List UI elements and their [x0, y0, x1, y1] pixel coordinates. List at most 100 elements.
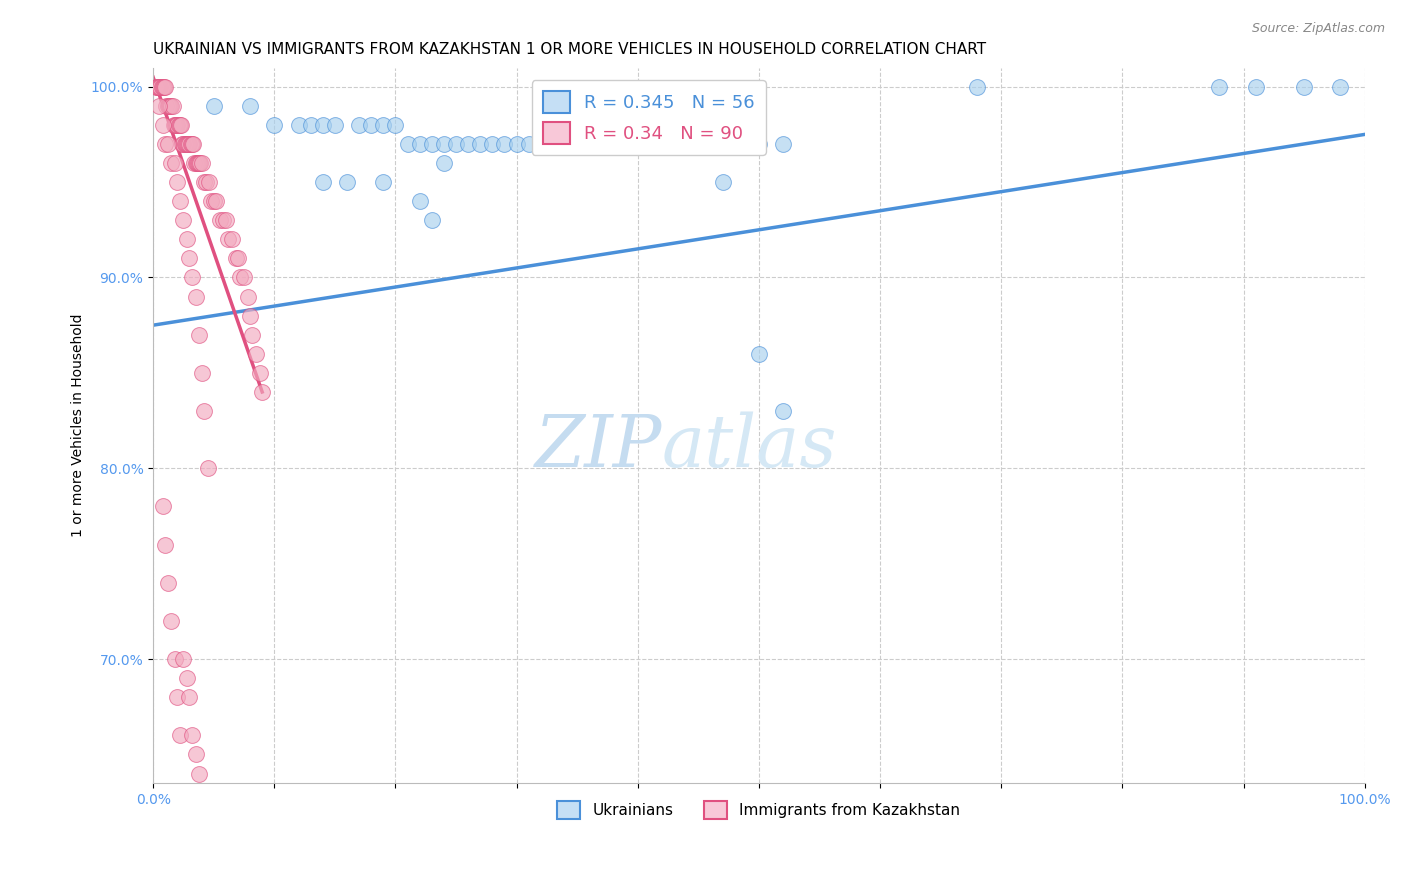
Point	[146, 79, 169, 94]
Point	[1294, 79, 1316, 94]
Point	[287, 118, 309, 132]
Point	[156, 575, 179, 590]
Point	[1329, 79, 1351, 94]
Point	[239, 309, 262, 323]
Point	[159, 99, 181, 113]
Point	[711, 175, 734, 189]
Point	[198, 175, 221, 189]
Point	[748, 347, 770, 361]
Point	[1244, 79, 1267, 94]
Point	[748, 136, 770, 151]
Point	[202, 99, 225, 113]
Point	[699, 136, 721, 151]
Point	[420, 213, 443, 227]
Point	[197, 461, 219, 475]
Point	[148, 79, 170, 94]
Point	[420, 136, 443, 151]
Text: ZIP: ZIP	[534, 411, 662, 482]
Point	[772, 136, 794, 151]
Point	[163, 118, 186, 132]
Point	[173, 136, 195, 151]
Legend: Ukrainians, Immigrants from Kazakhstan: Ukrainians, Immigrants from Kazakhstan	[551, 795, 966, 825]
Point	[688, 136, 710, 151]
Point	[236, 289, 259, 303]
Point	[966, 79, 988, 94]
Point	[263, 118, 285, 132]
Point	[638, 136, 661, 151]
Point	[172, 136, 194, 151]
Point	[179, 136, 201, 151]
Point	[193, 404, 215, 418]
Point	[157, 99, 180, 113]
Point	[155, 136, 177, 151]
Point	[225, 252, 247, 266]
Point	[554, 136, 576, 151]
Point	[166, 118, 188, 132]
Point	[591, 136, 613, 151]
Point	[614, 136, 637, 151]
Point	[312, 118, 335, 132]
Point	[172, 652, 194, 666]
Point	[166, 690, 188, 705]
Point	[179, 690, 201, 705]
Point	[169, 194, 191, 209]
Point	[145, 79, 167, 94]
Point	[627, 136, 650, 151]
Point	[433, 156, 456, 170]
Point	[229, 270, 252, 285]
Point	[221, 232, 243, 246]
Point	[183, 156, 205, 170]
Point	[735, 136, 758, 151]
Point	[177, 136, 200, 151]
Point	[163, 118, 186, 132]
Point	[233, 270, 256, 285]
Point	[494, 136, 516, 151]
Point	[651, 136, 673, 151]
Point	[578, 136, 600, 151]
Point	[396, 136, 419, 151]
Point	[155, 79, 177, 94]
Point	[188, 766, 211, 780]
Point	[457, 136, 479, 151]
Point	[217, 232, 239, 246]
Point	[200, 194, 222, 209]
Point	[187, 156, 209, 170]
Point	[156, 99, 179, 113]
Point	[505, 136, 527, 151]
Text: UKRAINIAN VS IMMIGRANTS FROM KAZAKHSTAN 1 OR MORE VEHICLES IN HOUSEHOLD CORRELAT: UKRAINIAN VS IMMIGRANTS FROM KAZAKHSTAN …	[153, 42, 986, 57]
Point	[174, 136, 197, 151]
Point	[347, 118, 370, 132]
Text: Source: ZipAtlas.com: Source: ZipAtlas.com	[1251, 22, 1385, 36]
Point	[190, 156, 212, 170]
Point	[205, 194, 228, 209]
Point	[312, 175, 335, 189]
Point	[567, 136, 589, 151]
Point	[245, 347, 267, 361]
Point	[163, 652, 186, 666]
Point	[249, 366, 271, 380]
Point	[250, 384, 273, 399]
Point	[541, 136, 564, 151]
Point	[433, 136, 456, 151]
Point	[239, 99, 262, 113]
Point	[1208, 79, 1230, 94]
Point	[153, 79, 176, 94]
Point	[152, 500, 174, 514]
Point	[215, 213, 238, 227]
Point	[202, 194, 225, 209]
Point	[169, 118, 191, 132]
Point	[226, 252, 249, 266]
Point	[155, 538, 177, 552]
Point	[180, 136, 202, 151]
Y-axis label: 1 or more Vehicles in Household: 1 or more Vehicles in Household	[72, 314, 86, 537]
Point	[188, 156, 211, 170]
Point	[242, 327, 264, 342]
Point	[336, 175, 359, 189]
Point	[176, 671, 198, 685]
Point	[155, 99, 177, 113]
Point	[149, 79, 172, 94]
Point	[360, 118, 382, 132]
Point	[179, 252, 201, 266]
Point	[172, 213, 194, 227]
Point	[190, 366, 212, 380]
